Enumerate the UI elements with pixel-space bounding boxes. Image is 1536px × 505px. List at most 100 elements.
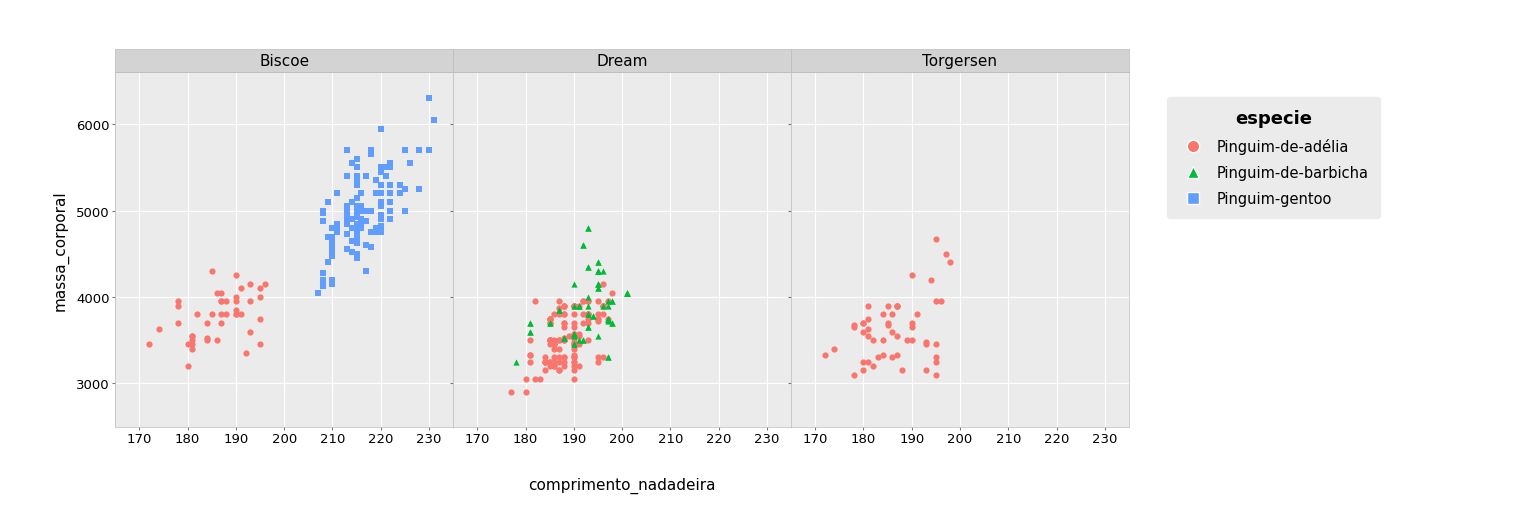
Point bbox=[315, 233, 339, 241]
Point bbox=[339, 160, 364, 168]
Point bbox=[876, 321, 900, 329]
Point bbox=[542, 362, 567, 370]
Point bbox=[533, 358, 558, 366]
Point bbox=[547, 297, 571, 306]
Point bbox=[247, 341, 272, 349]
Point bbox=[562, 330, 587, 338]
Point bbox=[335, 147, 359, 155]
Point bbox=[353, 218, 378, 226]
Point bbox=[180, 341, 204, 349]
Point bbox=[851, 328, 876, 336]
Point bbox=[576, 263, 601, 271]
Point bbox=[551, 336, 576, 344]
Point bbox=[851, 358, 876, 366]
Point bbox=[885, 351, 909, 360]
Point bbox=[885, 302, 909, 310]
Point bbox=[310, 207, 335, 215]
Point bbox=[335, 203, 359, 211]
Point bbox=[369, 229, 393, 237]
Point bbox=[596, 315, 621, 323]
Point bbox=[934, 250, 958, 259]
Point bbox=[923, 297, 948, 306]
Point bbox=[551, 311, 576, 319]
Point bbox=[856, 326, 880, 334]
Point bbox=[551, 319, 576, 327]
Point bbox=[596, 315, 621, 323]
Point bbox=[416, 95, 441, 103]
Point bbox=[562, 330, 587, 338]
Point bbox=[344, 231, 369, 239]
Point bbox=[349, 207, 373, 215]
Point bbox=[590, 268, 614, 276]
Point bbox=[551, 311, 576, 319]
Text: Dream: Dream bbox=[596, 54, 648, 69]
Point bbox=[369, 125, 393, 133]
Point bbox=[576, 302, 601, 310]
Point bbox=[923, 354, 948, 362]
Point bbox=[562, 302, 587, 310]
Point bbox=[542, 311, 567, 319]
Point bbox=[601, 319, 625, 327]
Point bbox=[542, 354, 567, 362]
Point bbox=[880, 354, 905, 362]
Point bbox=[398, 160, 422, 168]
Point bbox=[335, 173, 359, 181]
Point bbox=[551, 324, 576, 332]
Point bbox=[576, 263, 601, 271]
Point bbox=[373, 164, 398, 172]
Point bbox=[306, 289, 330, 297]
Point bbox=[871, 351, 895, 360]
Point bbox=[856, 332, 880, 340]
Point bbox=[900, 336, 925, 344]
Point bbox=[567, 302, 591, 310]
Point bbox=[562, 375, 587, 383]
Point bbox=[319, 252, 344, 261]
Point bbox=[538, 358, 562, 366]
Point bbox=[538, 319, 562, 327]
Point bbox=[344, 181, 369, 189]
Point bbox=[319, 280, 344, 288]
Point bbox=[349, 220, 373, 228]
Point bbox=[596, 297, 621, 306]
Point bbox=[373, 173, 398, 181]
Point bbox=[528, 375, 553, 383]
Point bbox=[547, 336, 571, 344]
Point bbox=[310, 218, 335, 226]
Point bbox=[344, 224, 369, 232]
Point bbox=[214, 297, 238, 306]
Point bbox=[364, 177, 389, 185]
Point bbox=[590, 302, 614, 310]
Point bbox=[369, 203, 393, 211]
Point bbox=[344, 220, 369, 228]
Point bbox=[369, 190, 393, 198]
Point bbox=[900, 272, 925, 280]
Point bbox=[562, 302, 587, 310]
Point bbox=[344, 214, 369, 222]
Point bbox=[596, 302, 621, 310]
Point bbox=[310, 283, 335, 291]
Point bbox=[339, 216, 364, 224]
Point bbox=[567, 341, 591, 349]
Point bbox=[335, 212, 359, 220]
Point bbox=[513, 375, 538, 383]
Point bbox=[195, 334, 220, 342]
Point bbox=[349, 190, 373, 198]
Point bbox=[344, 173, 369, 181]
Point bbox=[224, 293, 249, 301]
Point bbox=[339, 216, 364, 224]
Point bbox=[551, 362, 576, 370]
Point bbox=[576, 297, 601, 306]
Point bbox=[585, 268, 610, 276]
Point bbox=[547, 336, 571, 344]
Point bbox=[349, 216, 373, 224]
Point bbox=[344, 156, 369, 164]
Point bbox=[547, 311, 571, 319]
Point bbox=[567, 302, 591, 310]
Point bbox=[209, 297, 233, 306]
Point bbox=[562, 302, 587, 310]
Point bbox=[349, 207, 373, 215]
Point bbox=[562, 330, 587, 338]
Point bbox=[252, 280, 276, 288]
Point bbox=[576, 311, 601, 319]
Point bbox=[562, 332, 587, 340]
